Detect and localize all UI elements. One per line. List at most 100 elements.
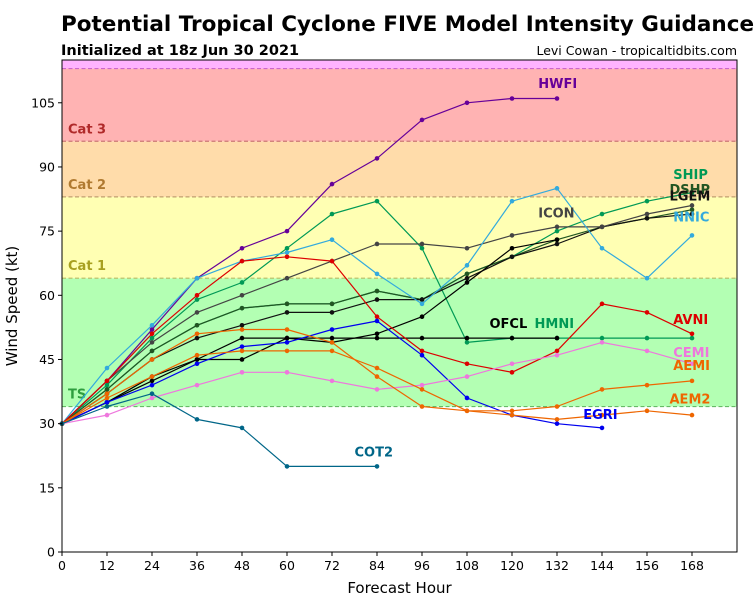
point-lgem-108 bbox=[464, 275, 470, 281]
point-cemi-72 bbox=[329, 378, 335, 384]
point-ship-84 bbox=[374, 198, 380, 204]
axes: 0 12 24 36 48 60 72 84 96 108 120 132 144 156 168 0 15 30… bbox=[31, 95, 704, 573]
point-lgem-168 bbox=[689, 211, 695, 217]
x-tick-label-144: 144 bbox=[590, 558, 614, 573]
point-lgem-60 bbox=[284, 310, 290, 315]
point-aemi-156 bbox=[644, 382, 650, 388]
point-unlabeled-8-84 bbox=[374, 331, 380, 337]
point-ship-108 bbox=[464, 340, 470, 345]
point-ship-144 bbox=[599, 335, 605, 341]
x-tick-label-120: 120 bbox=[500, 558, 524, 573]
point-cemi-168 bbox=[689, 361, 695, 367]
label-cemi: CEMI bbox=[673, 346, 709, 361]
point-ofcl-48 bbox=[239, 335, 245, 341]
point-cot2-84 bbox=[374, 464, 380, 469]
chart-subtitle: Initialized at 18z Jun 30 2021 bbox=[61, 43, 299, 59]
point-nnic-36 bbox=[194, 275, 200, 281]
point-aem2-108 bbox=[464, 408, 470, 414]
point-aemi-24 bbox=[149, 357, 155, 362]
point-egri-36 bbox=[194, 361, 200, 367]
point-icon-168 bbox=[689, 203, 695, 208]
band-cat-3 bbox=[62, 68, 737, 142]
point-aem2-12 bbox=[104, 395, 110, 401]
point-cot2-48 bbox=[239, 425, 245, 431]
point-cemi-144 bbox=[599, 340, 605, 345]
point-avni-48 bbox=[239, 258, 245, 264]
y-tick-label-30: 30 bbox=[39, 416, 55, 431]
point-ofcl-96 bbox=[419, 335, 425, 341]
point-aem2-156 bbox=[644, 408, 650, 414]
x-tick-label-12: 12 bbox=[99, 558, 115, 573]
point-hwfi-120 bbox=[509, 96, 515, 101]
point-aem2-120 bbox=[509, 412, 515, 418]
point-nnic-168 bbox=[689, 233, 695, 238]
point-lgem-48 bbox=[239, 322, 245, 328]
point-ship-156 bbox=[644, 335, 650, 341]
point-nnic-108 bbox=[464, 263, 470, 268]
point-icon-120 bbox=[509, 233, 515, 238]
point-unlabeled-8-60 bbox=[284, 335, 290, 341]
point-cot2-60 bbox=[284, 464, 290, 469]
label-hmni: HMNI bbox=[535, 317, 575, 332]
point-dshp-168 bbox=[689, 207, 695, 213]
label-hwfi: HWFI bbox=[538, 77, 577, 92]
point-avni-108 bbox=[464, 361, 470, 367]
point-icon-144 bbox=[599, 224, 605, 230]
band-cat-2 bbox=[62, 141, 737, 197]
point-hwfi-48 bbox=[239, 245, 245, 251]
point-aem2-72 bbox=[329, 348, 335, 354]
point-icon-108 bbox=[464, 245, 470, 251]
point-aem2-36 bbox=[194, 352, 200, 358]
point-hmni-168 bbox=[689, 190, 695, 195]
point-dshp-60 bbox=[284, 301, 290, 307]
point-ship-60 bbox=[284, 245, 290, 251]
point-unlabeled-8-120 bbox=[509, 245, 515, 251]
point-aem2-24 bbox=[149, 374, 155, 379]
point-lgem-36 bbox=[194, 335, 200, 341]
point-hwfi-84 bbox=[374, 156, 380, 161]
label-ship: SHIP bbox=[673, 168, 708, 183]
point-avni-72 bbox=[329, 258, 335, 264]
label-egri: EGRI bbox=[583, 408, 617, 423]
series-line-ofcl bbox=[61, 337, 557, 425]
label-icon: ICON bbox=[538, 206, 574, 221]
point-aem2-60 bbox=[284, 348, 290, 354]
point-dshp-12 bbox=[104, 387, 110, 392]
point-nnic-12 bbox=[104, 365, 110, 371]
series-avni bbox=[59, 254, 695, 426]
point-egri-24 bbox=[149, 382, 155, 388]
y-tick-label-15: 15 bbox=[39, 480, 55, 495]
point-nnic-144 bbox=[599, 245, 605, 251]
point-aemi-12 bbox=[104, 391, 110, 397]
point-ofcl-132 bbox=[554, 335, 560, 341]
band-label-ts: TS bbox=[68, 388, 86, 403]
point-egri-48 bbox=[239, 344, 245, 349]
point-icon-132 bbox=[554, 224, 560, 230]
point-icon-48 bbox=[239, 293, 245, 298]
label-nnic: NNIC bbox=[673, 211, 709, 226]
point-hwfi-24 bbox=[149, 327, 155, 332]
y-tick-label-105: 105 bbox=[31, 95, 55, 110]
point-avni-168 bbox=[689, 331, 695, 337]
y-tick-label-45: 45 bbox=[39, 352, 55, 367]
point-nnic-72 bbox=[329, 237, 335, 242]
point-unlabeled-8-108 bbox=[464, 280, 470, 285]
point-avni-96 bbox=[419, 348, 425, 354]
label-dshp: DSHP bbox=[670, 183, 711, 198]
x-tick-label-168: 168 bbox=[680, 558, 704, 573]
x-tick-label-96: 96 bbox=[414, 558, 430, 573]
point-egri-108 bbox=[464, 395, 470, 401]
point-icon-60 bbox=[284, 275, 290, 281]
point-lgem-132 bbox=[554, 241, 560, 247]
x-tick-label-24: 24 bbox=[144, 558, 160, 573]
point-dshp-72 bbox=[329, 301, 335, 307]
point-ship-24 bbox=[149, 335, 155, 341]
point-dshp-108 bbox=[464, 271, 470, 277]
point-cot2-36 bbox=[194, 417, 200, 422]
x-tick-label-156: 156 bbox=[635, 558, 659, 573]
point-cemi-132 bbox=[554, 352, 560, 358]
point-ofcl-120 bbox=[509, 335, 515, 341]
point-egri-72 bbox=[329, 327, 335, 332]
